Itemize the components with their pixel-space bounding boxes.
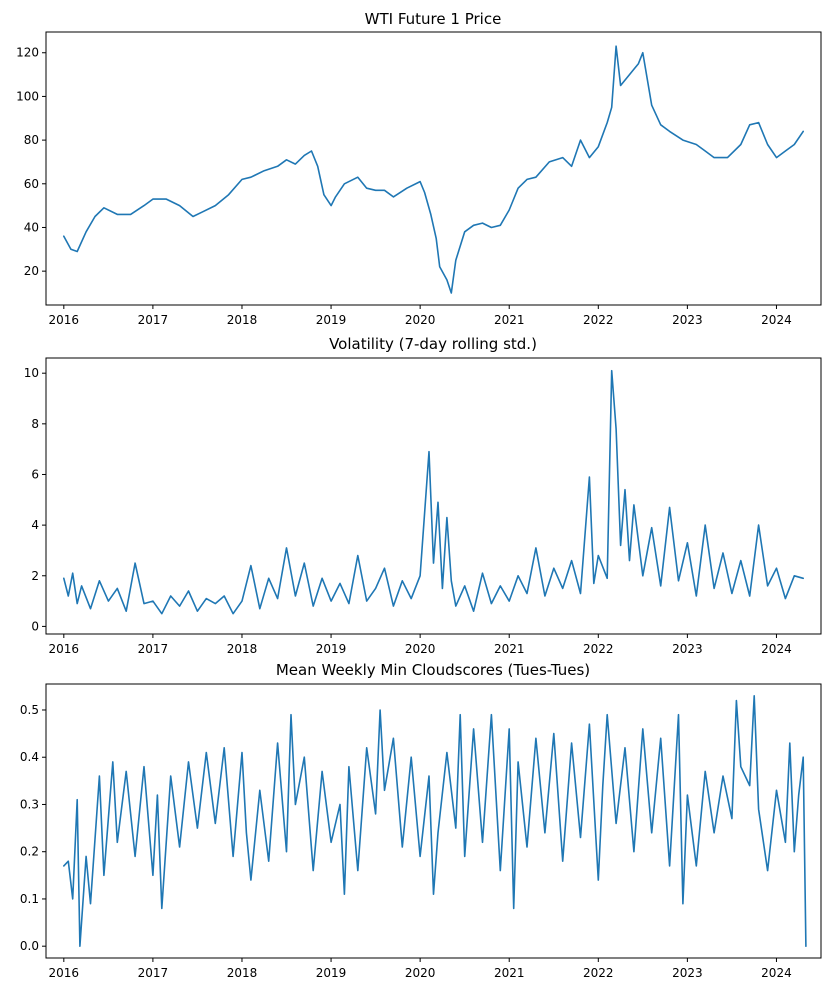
y-tick-label: 0.2 (20, 845, 39, 859)
x-tick-label: 2016 (49, 313, 80, 327)
x-tick-label: 2023 (672, 313, 703, 327)
chart-title: Volatility (7-day rolling std.) (329, 335, 537, 353)
panel-cloudscores: Mean Weekly Min Cloudscores (Tues-Tues) … (20, 661, 822, 980)
y-tick-label: 0.5 (20, 703, 39, 717)
y-tick-label: 100 (16, 89, 39, 103)
x-tick-label: 2023 (672, 642, 703, 656)
chart-title: Mean Weekly Min Cloudscores (Tues-Tues) (276, 661, 590, 679)
x-axis: 2016 2017 2018 2019 2020 2021 2022 2023 2024 (49, 958, 792, 980)
x-tick-label: 2020 (405, 966, 436, 980)
y-tick-label: 0.0 (20, 939, 39, 953)
y-tick-label: 0 (31, 619, 39, 633)
y-axis: 0.0 0.1 0.2 0.3 0.4 0.5 (20, 703, 46, 953)
plot-frame (45, 683, 822, 959)
x-tick-label: 2018 (227, 642, 258, 656)
x-tick-label: 2022 (583, 313, 614, 327)
x-tick-label: 2021 (494, 313, 525, 327)
y-tick-label: 0.4 (20, 750, 39, 764)
x-tick-label: 2017 (138, 966, 169, 980)
x-tick-label: 2018 (227, 313, 258, 327)
y-tick-label: 8 (31, 417, 39, 431)
x-axis: 2016 2017 2018 2019 2020 2021 2022 2023 2024 (49, 305, 792, 327)
x-tick-label: 2022 (583, 642, 614, 656)
x-tick-label: 2021 (494, 642, 525, 656)
y-axis: 0 2 4 6 8 10 (24, 366, 46, 633)
y-tick-label: 20 (24, 264, 39, 278)
y-tick-label: 2 (31, 569, 39, 583)
x-tick-label: 2021 (494, 966, 525, 980)
y-tick-label: 6 (31, 467, 39, 481)
x-axis: 2016 2017 2018 2019 2020 2021 2022 2023 2024 (49, 634, 792, 656)
x-tick-label: 2024 (761, 966, 792, 980)
chart-title: WTI Future 1 Price (365, 10, 502, 28)
series-line (63, 695, 807, 947)
x-tick-label: 2024 (761, 313, 792, 327)
y-tick-label: 10 (24, 366, 39, 380)
x-tick-label: 2019 (316, 313, 347, 327)
y-tick-label: 60 (24, 177, 39, 191)
panel-volatility: Volatility (7-day rolling std.) 0246810 … (24, 335, 822, 656)
x-tick-label: 2022 (583, 966, 614, 980)
y-tick-label: 120 (16, 46, 39, 60)
series-line (63, 45, 804, 294)
x-tick-label: 2018 (227, 966, 258, 980)
x-tick-label: 2016 (49, 642, 80, 656)
x-tick-label: 2017 (138, 313, 169, 327)
x-tick-label: 2016 (49, 966, 80, 980)
y-tick-label: 4 (31, 518, 39, 532)
x-tick-label: 2019 (316, 966, 347, 980)
x-tick-label: 2023 (672, 966, 703, 980)
y-tick-label: 80 (24, 133, 39, 147)
x-tick-label: 2017 (138, 642, 169, 656)
x-tick-label: 2020 (405, 642, 436, 656)
y-tick-label: 0.3 (20, 797, 39, 811)
x-tick-label: 2024 (761, 642, 792, 656)
y-axis: 20 40 60 80 100 120 (16, 46, 46, 278)
x-tick-label: 2020 (405, 313, 436, 327)
x-tick-label: 2019 (316, 642, 347, 656)
y-tick-label: 40 (24, 220, 39, 234)
plot-frame (45, 357, 822, 635)
series-line (63, 369, 804, 615)
plot-frame (45, 31, 822, 306)
y-tick-label: 0.1 (20, 892, 39, 906)
